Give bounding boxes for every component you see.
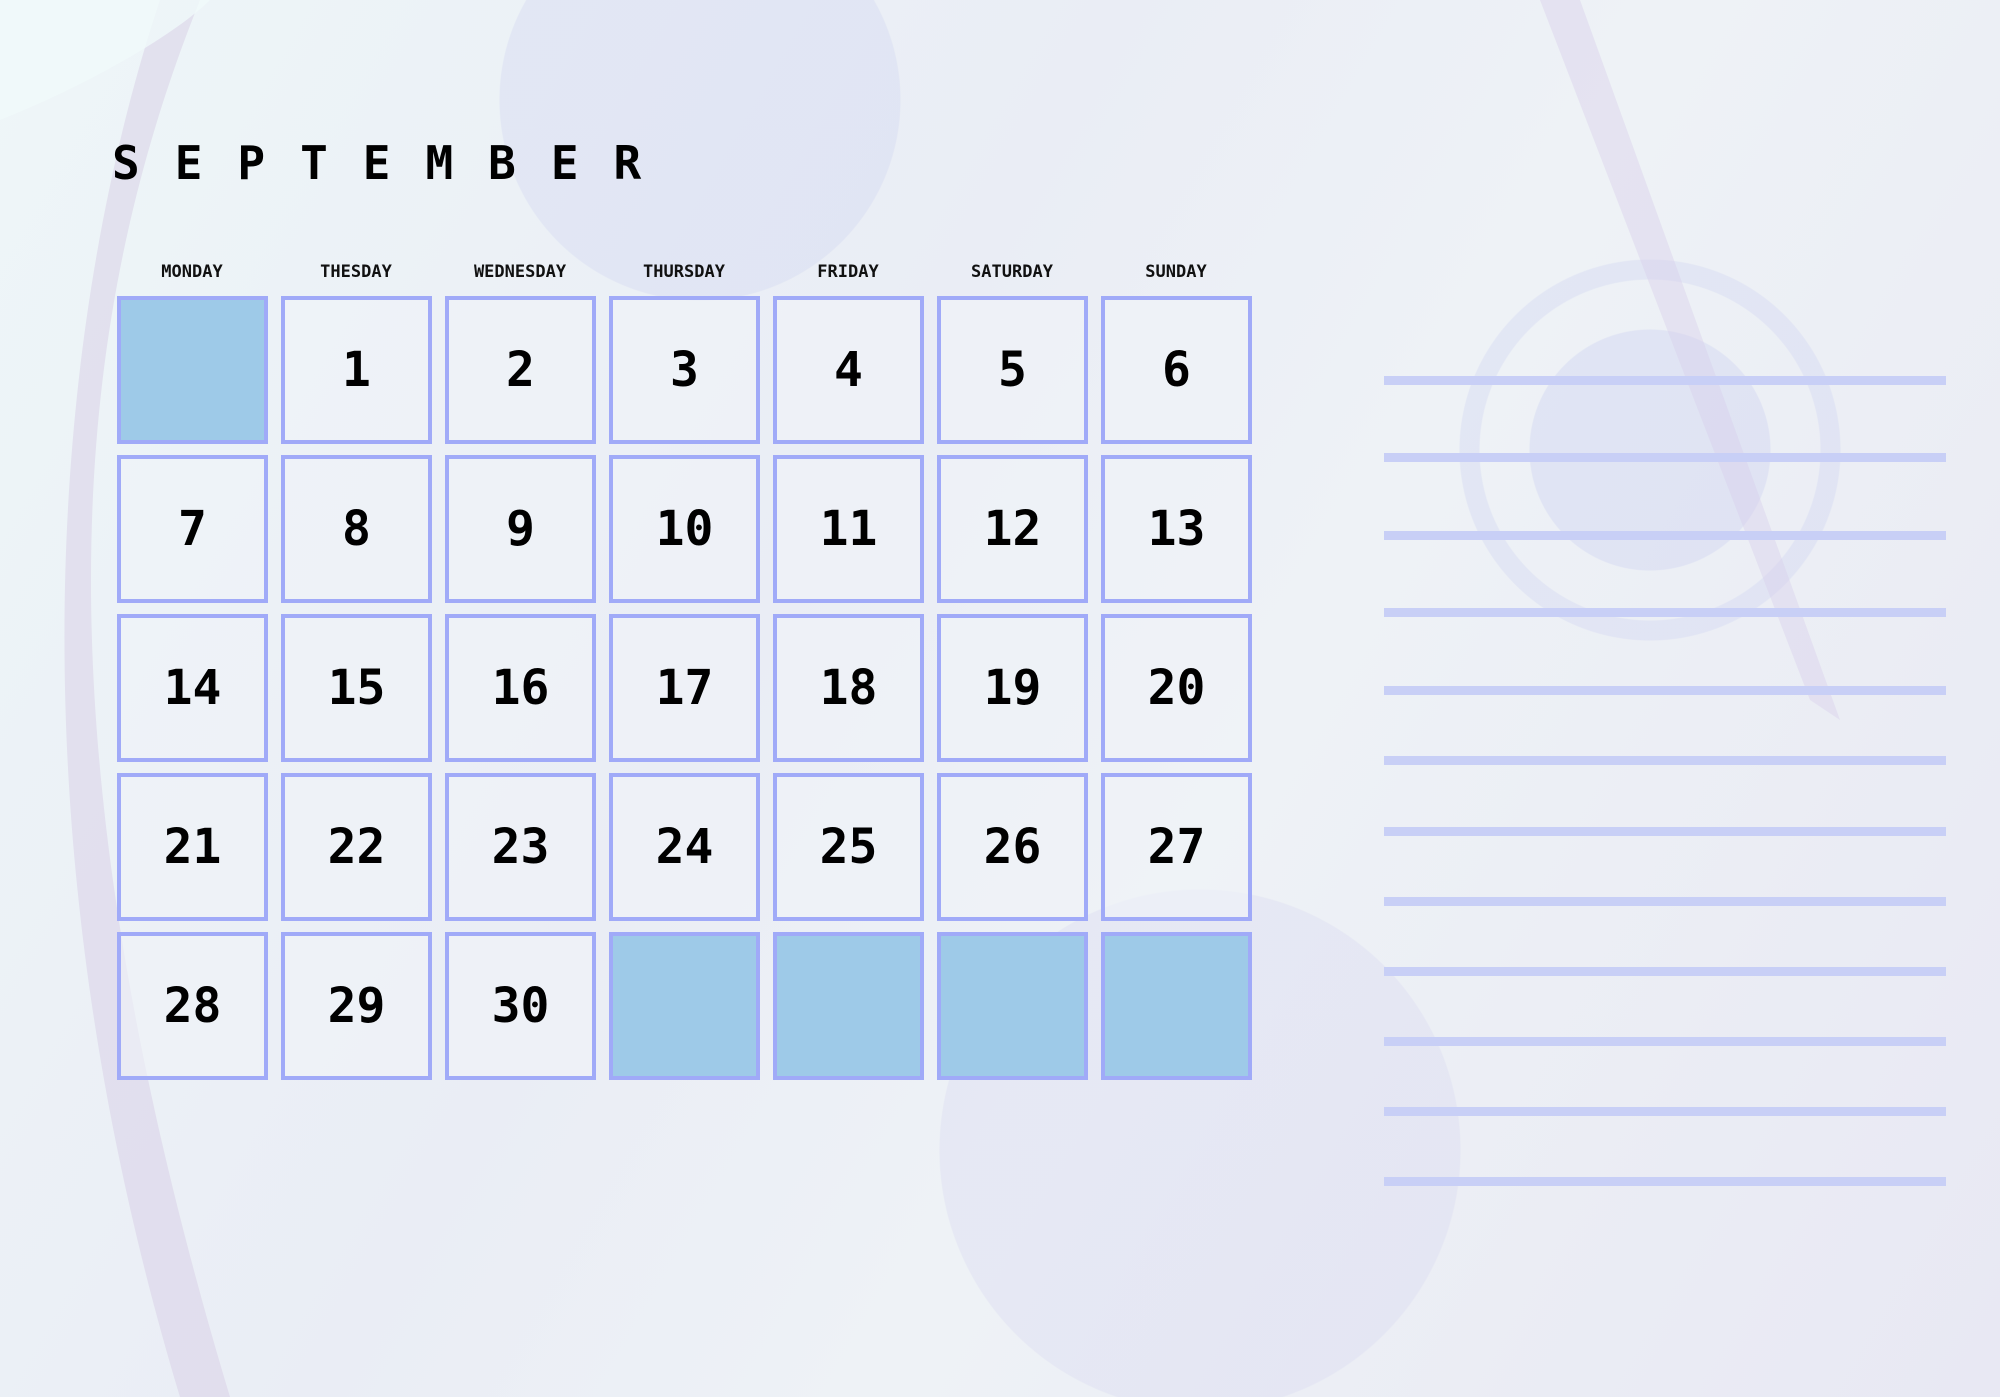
day-cell: 29 [281, 932, 432, 1080]
day-cell: 8 [281, 455, 432, 603]
note-line [1384, 756, 1946, 765]
note-line [1384, 1177, 1946, 1186]
day-cell: 23 [445, 773, 596, 921]
day-cell: 1 [281, 296, 432, 444]
day-cell: 9 [445, 455, 596, 603]
day-cell: 16 [445, 614, 596, 762]
weekday-header: SUNDAY [1145, 262, 1207, 282]
note-line [1384, 376, 1946, 385]
day-cell: 28 [117, 932, 268, 1080]
day-cell: 17 [609, 614, 760, 762]
day-cell: 11 [773, 455, 924, 603]
empty-day-cell [117, 296, 268, 444]
weekday-header: FRIDAY [817, 262, 879, 282]
note-line [1384, 453, 1946, 462]
day-cell: 20 [1101, 614, 1252, 762]
day-cell: 26 [937, 773, 1088, 921]
day-cell: 4 [773, 296, 924, 444]
weekday-header: SATURDAY [971, 262, 1053, 282]
empty-day-cell [773, 932, 924, 1080]
note-line [1384, 1107, 1946, 1116]
empty-day-cell [937, 932, 1088, 1080]
weekday-header: THURSDAY [643, 262, 725, 282]
day-cell: 13 [1101, 455, 1252, 603]
weekday-header: MONDAY [161, 262, 223, 282]
day-cell: 27 [1101, 773, 1252, 921]
day-cell: 15 [281, 614, 432, 762]
day-cell: 22 [281, 773, 432, 921]
month-title: SEPTEMBER [112, 136, 677, 190]
weekday-header: WEDNESDAY [473, 262, 567, 282]
empty-day-cell [609, 932, 760, 1080]
day-cell: 6 [1101, 296, 1252, 444]
day-cell: 19 [937, 614, 1088, 762]
empty-day-cell [1101, 932, 1252, 1080]
note-line [1384, 827, 1946, 836]
day-cell: 10 [609, 455, 760, 603]
day-cell: 25 [773, 773, 924, 921]
day-cell: 21 [117, 773, 268, 921]
day-cell: 2 [445, 296, 596, 444]
note-line [1384, 686, 1946, 695]
day-cell: 5 [937, 296, 1088, 444]
note-line [1384, 531, 1946, 540]
note-line [1384, 608, 1946, 617]
note-line [1384, 897, 1946, 906]
day-cell: 24 [609, 773, 760, 921]
day-cell: 18 [773, 614, 924, 762]
note-line [1384, 967, 1946, 976]
day-cell: 3 [609, 296, 760, 444]
day-cell: 7 [117, 455, 268, 603]
note-line [1384, 1037, 1946, 1046]
day-cell: 30 [445, 932, 596, 1080]
day-cell: 14 [117, 614, 268, 762]
weekday-header: THESDAY [320, 262, 392, 282]
day-cell: 12 [937, 455, 1088, 603]
